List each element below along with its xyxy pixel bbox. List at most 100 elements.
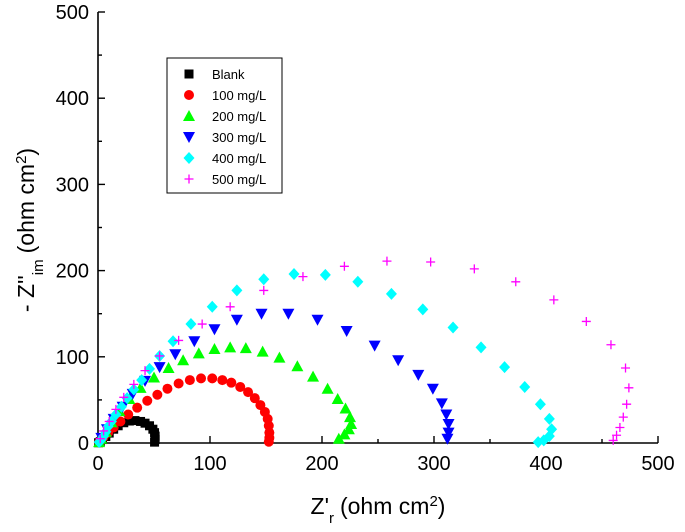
data-point xyxy=(115,416,126,427)
legend-label: 200 mg/L xyxy=(212,109,266,124)
data-point xyxy=(475,341,487,354)
data-point xyxy=(174,335,184,345)
data-point xyxy=(119,392,129,402)
x-tick-label: 500 xyxy=(641,453,674,475)
data-point xyxy=(155,351,165,361)
data-point xyxy=(273,351,286,363)
data-point xyxy=(549,295,559,305)
data-point xyxy=(469,264,479,274)
data-point xyxy=(615,422,625,432)
data-point xyxy=(132,402,143,413)
x-tick-label: 100 xyxy=(193,453,226,475)
data-point xyxy=(196,373,207,384)
data-point xyxy=(298,272,308,282)
data-point xyxy=(153,362,166,374)
data-point xyxy=(140,366,150,376)
y-tick-label: 0 xyxy=(78,433,89,455)
data-point xyxy=(177,354,190,366)
data-point xyxy=(129,379,139,389)
data-point xyxy=(511,277,521,287)
data-point xyxy=(148,371,160,383)
data-point xyxy=(426,257,436,267)
y-tick-label: 400 xyxy=(56,88,89,110)
data-point xyxy=(162,362,175,374)
data-point xyxy=(142,395,153,406)
data-point xyxy=(208,343,221,355)
data-point xyxy=(532,436,544,449)
data-point xyxy=(338,428,351,440)
data-point xyxy=(249,393,260,404)
data-point xyxy=(392,355,405,367)
data-point xyxy=(104,416,114,426)
data-point xyxy=(339,402,352,414)
legend-label: Blank xyxy=(212,67,245,82)
data-point xyxy=(543,412,555,425)
legend-marker xyxy=(183,152,195,164)
data-point xyxy=(206,300,218,313)
y-tick-label: 200 xyxy=(56,261,89,283)
data-point xyxy=(162,383,173,394)
legend-marker xyxy=(183,132,195,143)
data-point xyxy=(136,374,148,387)
data-point xyxy=(344,411,356,423)
data-point xyxy=(208,324,221,336)
data-point xyxy=(110,408,122,421)
data-point xyxy=(184,375,195,386)
legend-marker xyxy=(184,174,194,184)
data-point xyxy=(331,393,344,405)
y-tick-label: 300 xyxy=(56,174,89,196)
legend-marker xyxy=(184,69,194,79)
data-point xyxy=(123,409,134,420)
data-point xyxy=(352,275,364,288)
data-point xyxy=(340,325,353,337)
data-point xyxy=(612,430,622,440)
series-500-mg-l xyxy=(95,256,634,445)
data-point xyxy=(307,370,320,382)
legend: Blank 100 mg/L 200 mg/L 300 mg/L 400 mg/L 500… xyxy=(166,57,283,194)
data-point xyxy=(440,409,453,421)
y-tick-label: 500 xyxy=(56,2,89,24)
data-point xyxy=(207,373,218,384)
data-point xyxy=(235,381,246,392)
data-point xyxy=(130,416,140,426)
data-point xyxy=(150,437,160,447)
data-point xyxy=(412,369,425,381)
data-point xyxy=(621,363,631,373)
data-point xyxy=(282,308,295,320)
data-point xyxy=(255,308,268,320)
data-point xyxy=(608,435,618,445)
y-axis-title: - Z''im(ohm cm2) xyxy=(13,148,47,312)
data-point xyxy=(259,285,269,295)
series-group xyxy=(93,256,634,449)
data-point xyxy=(128,383,140,396)
data-point xyxy=(173,378,184,389)
data-point xyxy=(385,287,397,300)
legend-box xyxy=(166,57,283,194)
data-point xyxy=(226,377,237,388)
data-point xyxy=(231,284,243,297)
data-point xyxy=(124,416,134,426)
data-point xyxy=(606,340,616,350)
data-point xyxy=(169,349,182,361)
legend-label: 100 mg/L xyxy=(212,88,266,103)
x-axis-title: Z'r (ohm cm2) xyxy=(311,493,446,527)
data-point xyxy=(256,345,269,357)
data-point xyxy=(197,319,207,329)
data-point xyxy=(111,404,121,414)
data-point xyxy=(230,314,243,326)
data-point xyxy=(581,316,591,326)
data-point xyxy=(243,387,254,398)
data-point xyxy=(447,321,459,334)
x-tick-label: 0 xyxy=(92,453,103,475)
data-point xyxy=(519,380,531,393)
data-point xyxy=(225,302,235,312)
data-point xyxy=(291,360,304,372)
x-tick-label: 400 xyxy=(529,453,562,475)
data-point xyxy=(167,335,179,348)
data-point xyxy=(188,336,201,348)
x-tick-label: 300 xyxy=(417,453,450,475)
data-point xyxy=(442,419,455,431)
data-point xyxy=(263,436,274,447)
axis-titles: Z'r (ohm cm2) - Z''im(ohm cm2) xyxy=(13,148,446,527)
